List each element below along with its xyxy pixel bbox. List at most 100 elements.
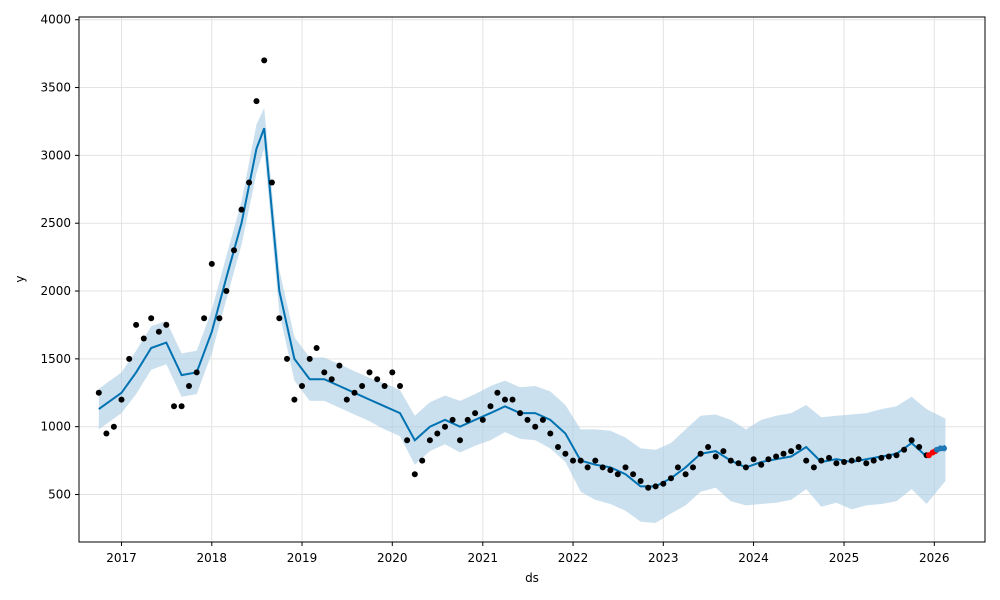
observed-point bbox=[660, 480, 667, 487]
observed-point bbox=[833, 460, 840, 467]
observed-point bbox=[584, 464, 591, 471]
observed-point bbox=[532, 423, 539, 430]
observed-point bbox=[404, 437, 411, 444]
observed-point bbox=[216, 315, 223, 322]
observed-point bbox=[359, 383, 366, 389]
x-tick-label: 2018 bbox=[197, 551, 228, 565]
y-axis-label: y bbox=[13, 275, 27, 282]
observed-point bbox=[539, 416, 546, 423]
observed-point bbox=[607, 467, 614, 474]
observed-point bbox=[502, 396, 508, 403]
observed-point bbox=[652, 483, 659, 490]
observed-point bbox=[712, 453, 719, 460]
observed-point bbox=[291, 396, 298, 403]
observed-point bbox=[810, 464, 817, 471]
x-axis-label: ds bbox=[525, 571, 539, 585]
observed-point bbox=[750, 456, 757, 463]
observed-point bbox=[517, 410, 524, 417]
observed-point bbox=[223, 288, 230, 294]
observed-point bbox=[419, 457, 426, 464]
observed-point bbox=[509, 396, 516, 403]
observed-point bbox=[201, 315, 208, 322]
observed-point bbox=[668, 475, 674, 482]
observed-point bbox=[140, 335, 147, 342]
observed-point bbox=[773, 453, 780, 460]
observed-point bbox=[299, 383, 305, 389]
observed-point bbox=[788, 448, 795, 455]
observed-point bbox=[487, 403, 494, 410]
y-axis-ticks: 500 1000 1500 2000 2500 3000 3500 4000 bbox=[40, 13, 79, 502]
uncertainty-band bbox=[98, 107, 946, 524]
observed-point bbox=[442, 423, 448, 430]
gridlines bbox=[79, 17, 985, 542]
observed-point bbox=[389, 369, 396, 376]
observed-point bbox=[231, 247, 237, 254]
x-tick-label: 2022 bbox=[558, 551, 589, 565]
observed-point bbox=[870, 457, 877, 464]
y-tick-label: 3500 bbox=[40, 81, 71, 95]
observed-point bbox=[246, 179, 253, 186]
observed-point bbox=[848, 457, 855, 464]
observed-point bbox=[494, 389, 501, 396]
observed-point bbox=[803, 457, 810, 464]
x-tick-label: 2020 bbox=[377, 551, 408, 565]
uncertainty-band-layer bbox=[98, 107, 946, 524]
observed-point bbox=[238, 206, 245, 213]
observed-point bbox=[411, 471, 418, 478]
observed-point bbox=[562, 450, 569, 457]
observed-point bbox=[351, 389, 358, 396]
observed-point bbox=[284, 355, 290, 362]
observed-point bbox=[464, 416, 471, 423]
observed-point bbox=[697, 450, 704, 457]
observed-point bbox=[186, 383, 192, 389]
observed-point bbox=[366, 369, 373, 376]
observed-point bbox=[449, 416, 456, 423]
observed-point bbox=[110, 423, 117, 430]
observed-point bbox=[103, 430, 110, 437]
observed-point bbox=[893, 452, 900, 459]
x-tick-label: 2024 bbox=[738, 551, 769, 565]
observed-point bbox=[163, 321, 170, 328]
observed-points-layer bbox=[95, 57, 947, 491]
observed-point bbox=[208, 260, 215, 267]
observed-point bbox=[901, 446, 908, 453]
observed-point bbox=[328, 376, 335, 383]
x-axis-ticks: 2017 2018 2019 2020 2021 2022 2023 2024 2025 2026 bbox=[106, 542, 950, 565]
x-tick-label: 2021 bbox=[468, 551, 499, 565]
observed-point bbox=[253, 98, 260, 105]
observed-point bbox=[178, 403, 185, 410]
observed-point bbox=[472, 410, 479, 417]
observed-point bbox=[133, 321, 140, 328]
observed-point bbox=[735, 460, 742, 467]
observed-point bbox=[570, 457, 576, 464]
x-tick-label: 2026 bbox=[919, 551, 950, 565]
observed-point bbox=[720, 448, 727, 455]
observed-point bbox=[742, 464, 749, 471]
observed-point bbox=[705, 444, 712, 450]
observed-point bbox=[155, 328, 162, 335]
observed-point bbox=[321, 369, 328, 376]
observed-point bbox=[630, 471, 637, 478]
observed-point bbox=[171, 403, 177, 410]
observed-point bbox=[434, 430, 441, 437]
observed-point bbox=[148, 315, 155, 322]
observed-point bbox=[855, 456, 862, 463]
observed-point bbox=[592, 457, 599, 464]
observed-point bbox=[780, 450, 787, 457]
y-tick-label: 1500 bbox=[40, 352, 71, 366]
observed-point bbox=[261, 57, 268, 64]
observed-point bbox=[577, 457, 584, 464]
observed-point bbox=[126, 355, 133, 362]
observed-point bbox=[313, 345, 320, 351]
y-tick-label: 2500 bbox=[40, 216, 71, 230]
observed-point bbox=[193, 369, 200, 376]
observed-point bbox=[336, 362, 343, 369]
observed-point bbox=[826, 454, 832, 461]
x-tick-label: 2023 bbox=[648, 551, 679, 565]
observed-point bbox=[682, 471, 689, 478]
observed-point bbox=[885, 453, 892, 460]
observed-point bbox=[555, 444, 561, 450]
observed-point bbox=[276, 315, 283, 322]
observed-point bbox=[795, 444, 802, 450]
